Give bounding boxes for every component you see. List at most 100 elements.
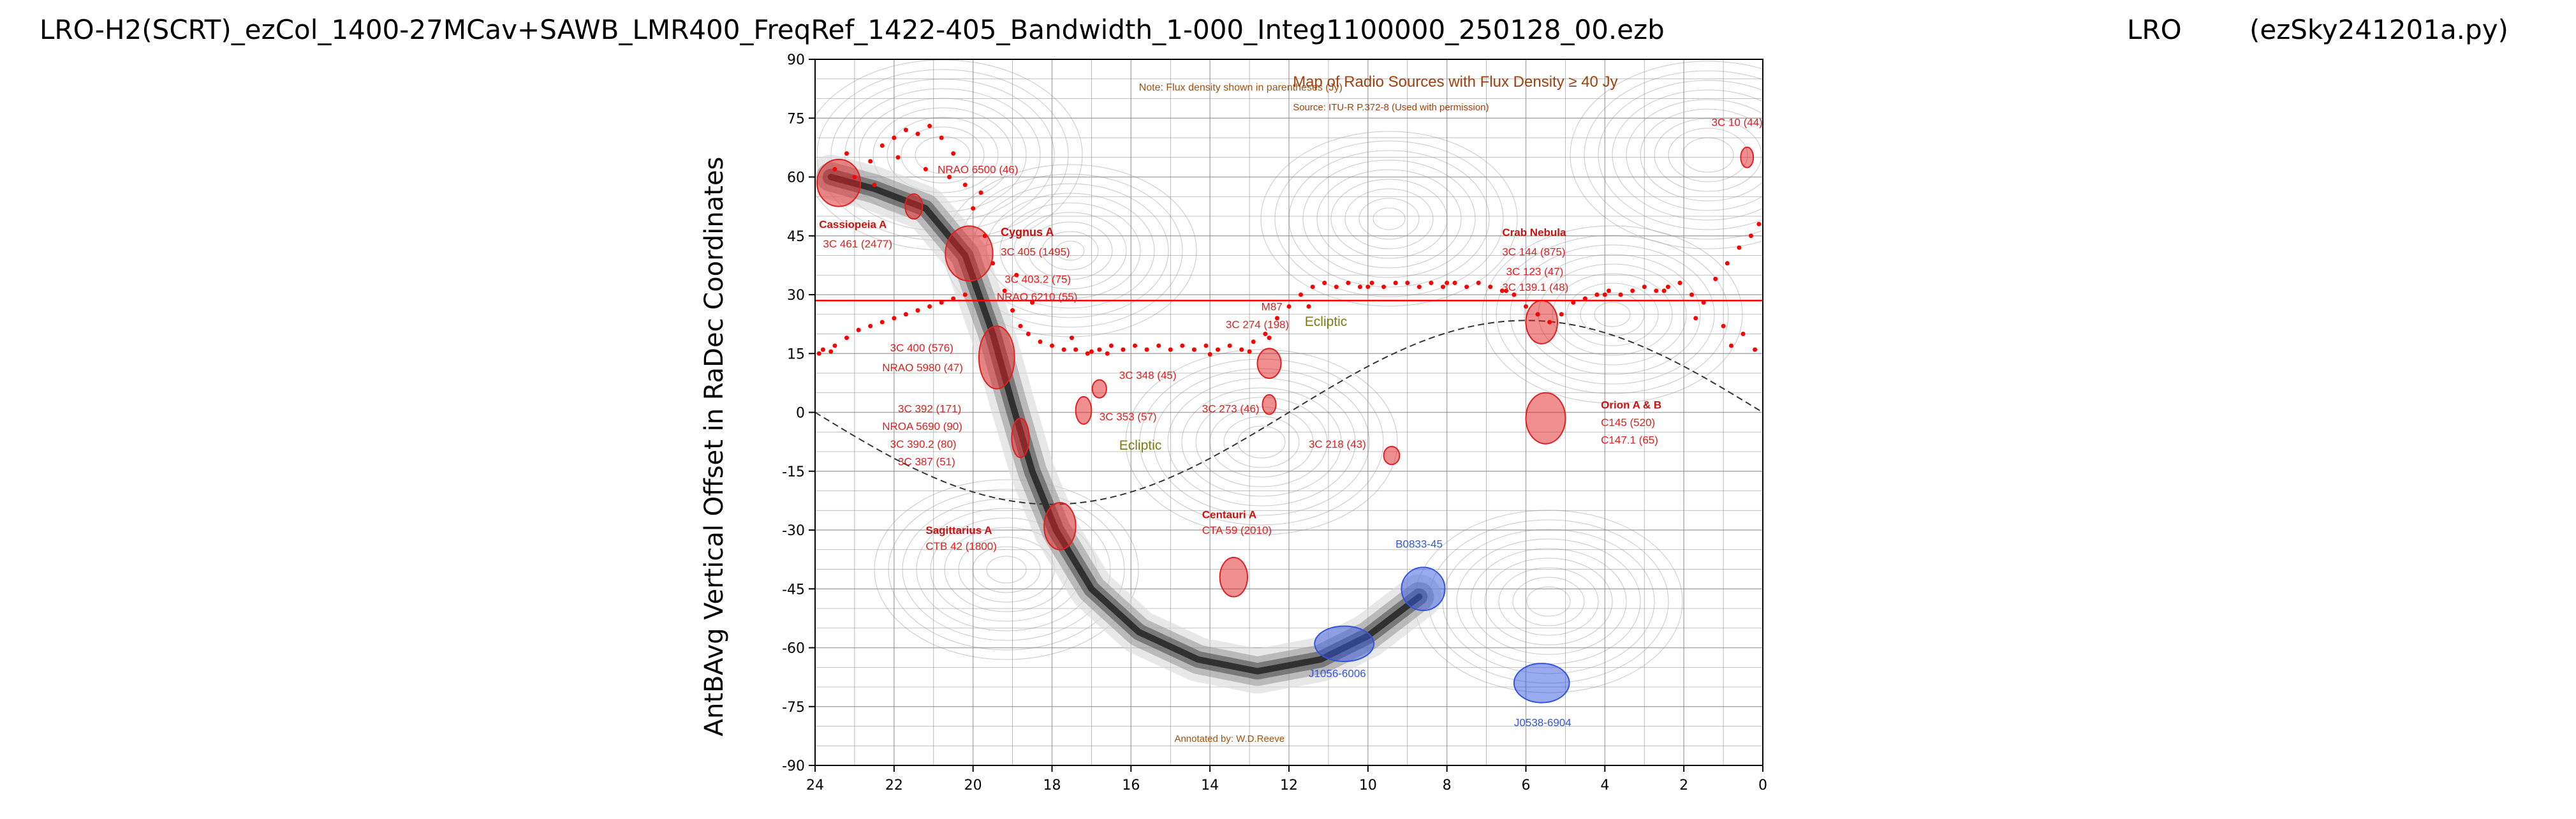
data-point [1002,288,1007,293]
x-tick-label: 6 [1522,778,1531,793]
data-point [1207,351,1212,357]
y-tick-label: 75 [787,111,805,127]
data-point [1306,304,1311,309]
data-point [1299,292,1304,297]
data-point [895,155,901,160]
data-point [1267,336,1272,341]
data-point [1559,312,1564,317]
map-annotation: 3C 387 (51) [898,456,955,468]
radio-source-blob [1091,379,1107,399]
map-annotation: 3C 274 (198) [1226,318,1289,330]
y-tick-label: -60 [782,641,805,657]
data-point [852,175,857,179]
contour-ring [1013,212,1127,290]
y-tick-label: 30 [787,288,805,304]
contour-ring [1041,231,1099,270]
map-annotation: Crab Nebula [1502,226,1566,239]
data-point [990,261,996,266]
data-point [1069,336,1074,341]
data-point [1571,300,1576,305]
data-point [951,296,956,301]
contour-ring [887,117,999,193]
data-point [1263,332,1268,336]
data-point [1417,284,1422,290]
data-point [1168,347,1173,352]
data-point [1661,288,1667,293]
contour-ring [902,498,1111,641]
figure-title-left: LRO-H2(SCRT)_ezCol_1400-27MCav+SAWB_LMR4… [40,14,1665,45]
data-point [1334,284,1339,290]
ecliptic-curve [815,320,1763,505]
data-point [1085,351,1090,356]
data-point [872,182,877,188]
map-annotation: J1056-6006 [1309,668,1366,680]
data-point [962,182,968,188]
contour-ring [1654,118,1762,192]
x-tick-label: 18 [1043,778,1061,793]
data-point [820,347,825,352]
radio-source-blob [1262,394,1277,415]
data-point [1753,347,1758,352]
contour-ring [1223,416,1300,468]
data-point [1239,347,1244,352]
data-point [892,135,897,140]
x-tick-label: 16 [1122,778,1140,793]
data-point [1026,332,1031,336]
data-point [1286,304,1292,309]
data-point [1440,284,1445,290]
data-point [1133,343,1138,348]
data-point [915,131,920,136]
map-annotation: 3C 403.2 (75) [1005,274,1071,286]
figure-title-bar: LRO-H2(SCRT)_ezCol_1400-27MCav+SAWB_LMR4… [0,14,2576,52]
data-point [1642,284,1647,290]
map-annotation: J0538-6904 [1514,717,1571,729]
data-point [1381,284,1387,290]
data-point [1452,281,1457,286]
contour-ring [1358,198,1420,240]
map-annotation: Source: ITU-R P.372-8 (Used with permiss… [1293,102,1489,113]
data-point [892,316,897,321]
data-point [939,135,944,140]
data-point [939,300,944,305]
data-point [1121,347,1126,352]
data-point [1180,343,1185,348]
contour-ring [1584,70,1763,240]
data-point [828,349,834,354]
map-annotation: Map of Radio Sources with Flux Density ≥… [1293,73,1617,91]
x-tick-label: 14 [1201,778,1219,793]
data-point [1097,347,1102,352]
data-point [844,151,850,156]
data-point [1728,343,1733,348]
contour-ring [1373,207,1406,230]
map-annotation: 3C 392 (171) [898,403,961,415]
radio-source-blob [1383,446,1401,466]
map-annotation: 3C 400 (576) [890,342,953,354]
map-annotation: 3C 144 (875) [1502,246,1565,258]
data-point [903,128,908,133]
data-point [1630,288,1635,293]
data-point [1346,281,1351,286]
figure-title-right: (ezSky241201a.py) [2249,14,2508,45]
data-points [816,124,1762,357]
data-point [1050,343,1054,348]
map-annotation: 3C 10 (44) [1712,117,1763,129]
data-point [1464,284,1469,290]
y-tick-label: 60 [787,170,805,186]
data-point [1030,300,1035,305]
data-point [868,159,873,164]
radio-source-blob [1043,501,1077,550]
data-point [903,312,908,317]
data-point [1227,343,1232,348]
data-point [1156,343,1161,348]
contour-ring [999,202,1141,299]
map-annotation: C147.1 (65) [1601,434,1658,446]
ecliptic-path [815,320,1763,505]
map-annotation: 3C 123 (47) [1506,265,1564,277]
map-annotation: NRAO 5980 (47) [882,362,963,374]
data-point [844,336,850,341]
data-point [1322,281,1327,286]
data-point [880,320,885,325]
contour-ring [1274,140,1504,297]
data-point [962,292,968,297]
x-tick-label: 8 [1443,778,1452,793]
